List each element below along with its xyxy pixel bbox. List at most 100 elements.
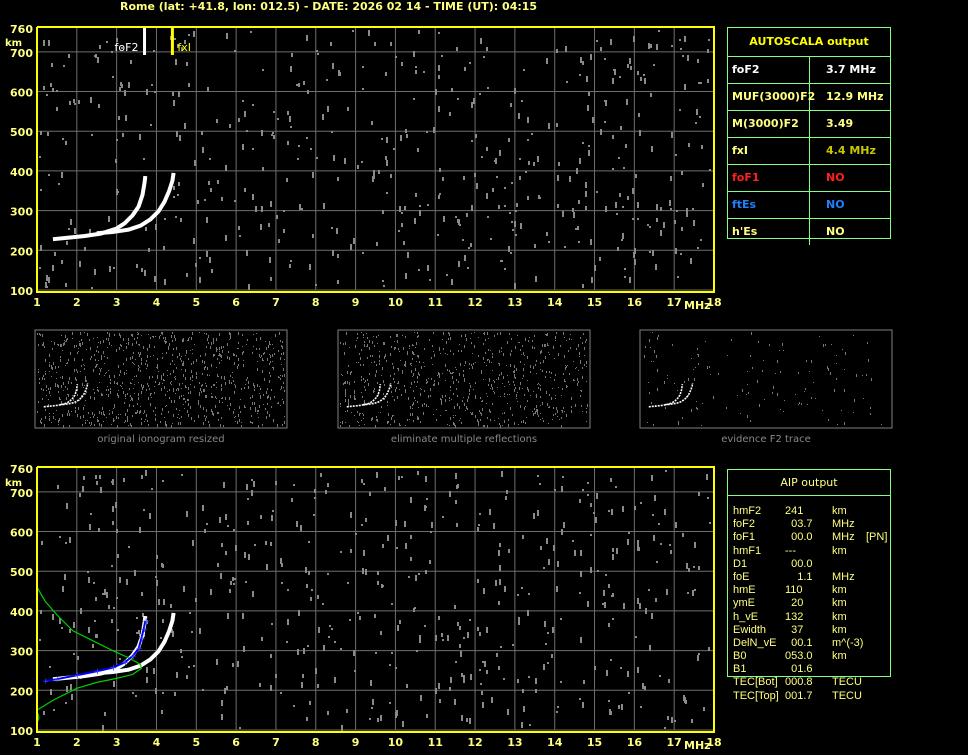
noise-dot (746, 394, 747, 395)
noise-dot (583, 680, 585, 684)
noise-dot (325, 490, 327, 494)
noise-dot (54, 252, 56, 256)
noise-dot (266, 347, 267, 350)
noise-dot (246, 484, 248, 490)
noise-dot (320, 473, 322, 477)
noise-dot (517, 392, 518, 393)
noise-dot (634, 248, 636, 254)
noise-dot (462, 400, 463, 402)
noise-dot (42, 344, 43, 346)
noise-dot (653, 424, 654, 426)
noise-dot (566, 366, 567, 368)
noise-dot (377, 382, 378, 384)
noise-dot (484, 362, 485, 363)
noise-dot (183, 404, 184, 405)
noise-dot (155, 336, 156, 337)
noise-dot (138, 333, 139, 335)
noise-dot (488, 359, 489, 360)
noise-dot (39, 267, 41, 269)
noise-dot (707, 49, 709, 53)
noise-dot (637, 540, 639, 546)
x-tick-label: 14 (547, 736, 563, 749)
noise-dot (675, 154, 677, 156)
noise-dot (463, 176, 465, 180)
noise-dot (480, 412, 481, 414)
noise-dot (56, 90, 58, 92)
noise-dot (621, 239, 623, 241)
noise-dot (514, 221, 516, 227)
noise-dot (459, 344, 460, 345)
noise-dot (435, 688, 437, 694)
noise-dot (798, 404, 799, 405)
noise-dot (488, 349, 489, 351)
x-tick-label: 17 (667, 296, 682, 309)
noise-dot (513, 371, 514, 373)
noise-dot (101, 424, 102, 427)
noise-dot (381, 375, 382, 376)
noise-dot (407, 419, 408, 421)
noise-dot (516, 203, 518, 207)
noise-dot (153, 50, 155, 52)
aip-flag: [PN] (866, 531, 888, 544)
noise-dot (484, 661, 486, 667)
noise-dot (655, 598, 657, 602)
noise-dot (161, 332, 162, 334)
noise-dot (644, 78, 646, 84)
noise-dot (556, 586, 558, 592)
noise-dot (608, 584, 610, 588)
noise-dot (542, 344, 543, 347)
noise-dot (207, 338, 208, 341)
noise-dot (548, 345, 549, 346)
noise-dot (245, 581, 247, 583)
noise-dot (68, 228, 70, 230)
noise-dot (507, 341, 508, 344)
noise-dot (309, 701, 311, 705)
noise-dot (155, 408, 156, 409)
noise-dot (533, 162, 535, 166)
noise-dot (501, 471, 503, 477)
noise-dot (469, 363, 470, 365)
noise-dot (340, 406, 341, 407)
noise-dot (836, 378, 837, 380)
noise-dot (128, 425, 129, 426)
noise-dot (104, 363, 105, 364)
noise-dot (196, 359, 197, 362)
noise-dot (517, 679, 519, 683)
noise-dot (653, 64, 655, 66)
noise-dot (259, 393, 260, 394)
noise-dot (410, 406, 411, 409)
noise-dot (340, 551, 342, 553)
noise-dot (351, 371, 352, 373)
noise-dot (74, 345, 75, 348)
noise-dot (270, 397, 271, 400)
noise-dot (608, 623, 610, 627)
noise-dot (139, 411, 140, 413)
noise-dot (175, 338, 176, 341)
noise-dot (76, 369, 77, 371)
noise-dot (69, 413, 70, 416)
noise-dot (169, 389, 170, 391)
noise-dot (159, 336, 160, 339)
noise-dot (386, 160, 388, 166)
noise-dot (676, 210, 678, 212)
noise-dot (360, 357, 361, 360)
noise-dot (201, 131, 203, 135)
aip-row: DelN_vE 00.1 m^(-3) (733, 637, 903, 650)
noise-dot (280, 375, 281, 376)
noise-dot (60, 344, 61, 347)
noise-dot (61, 385, 62, 388)
noise-dot (119, 347, 120, 350)
noise-dot (582, 284, 584, 288)
noise-dot (386, 192, 388, 194)
noise-dot (183, 361, 184, 363)
noise-dot (289, 264, 291, 268)
noise-dot (701, 425, 702, 426)
noise-dot (297, 158, 299, 160)
noise-dot (371, 362, 372, 363)
noise-dot (624, 276, 626, 278)
y-axis-unit: km (5, 478, 22, 489)
noise-dot (624, 268, 626, 270)
noise-dot (504, 586, 506, 592)
noise-dot (160, 421, 161, 423)
noise-dot (374, 361, 375, 363)
